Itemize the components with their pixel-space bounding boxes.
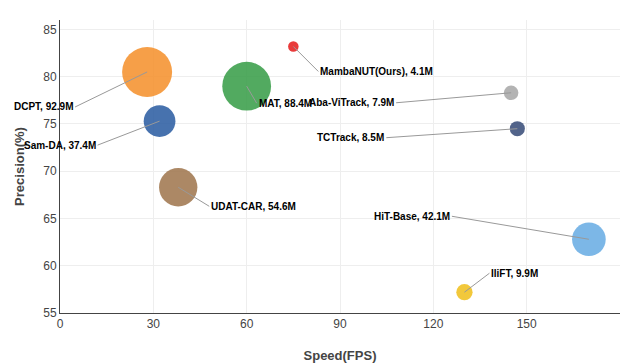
svg-text:80: 80 <box>43 70 57 84</box>
svg-text:Sam-DA, 37.4M: Sam-DA, 37.4M <box>24 140 96 151</box>
svg-text:75: 75 <box>43 117 57 131</box>
svg-text:MAT, 88.4M: MAT, 88.4M <box>259 98 312 109</box>
svg-text:90: 90 <box>333 317 347 331</box>
svg-text:TCTrack, 8.5M: TCTrack, 8.5M <box>317 132 384 143</box>
svg-text:55: 55 <box>43 306 57 320</box>
svg-text:Aba-ViTrack, 7.9M: Aba-ViTrack, 7.9M <box>309 97 394 108</box>
svg-text:60: 60 <box>43 259 57 273</box>
svg-text:MambaNUT(Ours), 4.1M: MambaNUT(Ours), 4.1M <box>320 66 433 77</box>
svg-text:HiT-Base, 42.1M: HiT-Base, 42.1M <box>374 211 450 222</box>
svg-text:65: 65 <box>43 212 57 226</box>
svg-text:150: 150 <box>517 317 537 331</box>
svg-text:UDAT-CAR, 54.6M: UDAT-CAR, 54.6M <box>211 201 296 212</box>
svg-text:60: 60 <box>240 317 254 331</box>
svg-text:0: 0 <box>57 317 64 331</box>
svg-text:30: 30 <box>147 317 161 331</box>
svg-text:120: 120 <box>423 317 443 331</box>
svg-text:DCPT, 92.9M: DCPT, 92.9M <box>14 101 73 112</box>
svg-text:Speed(FPS): Speed(FPS) <box>304 348 377 363</box>
svg-text:IliFT, 9.9M: IliFT, 9.9M <box>491 268 538 279</box>
svg-text:70: 70 <box>43 164 57 178</box>
svg-text:Precision(%): Precision(%) <box>12 127 27 206</box>
svg-text:85: 85 <box>43 23 57 37</box>
